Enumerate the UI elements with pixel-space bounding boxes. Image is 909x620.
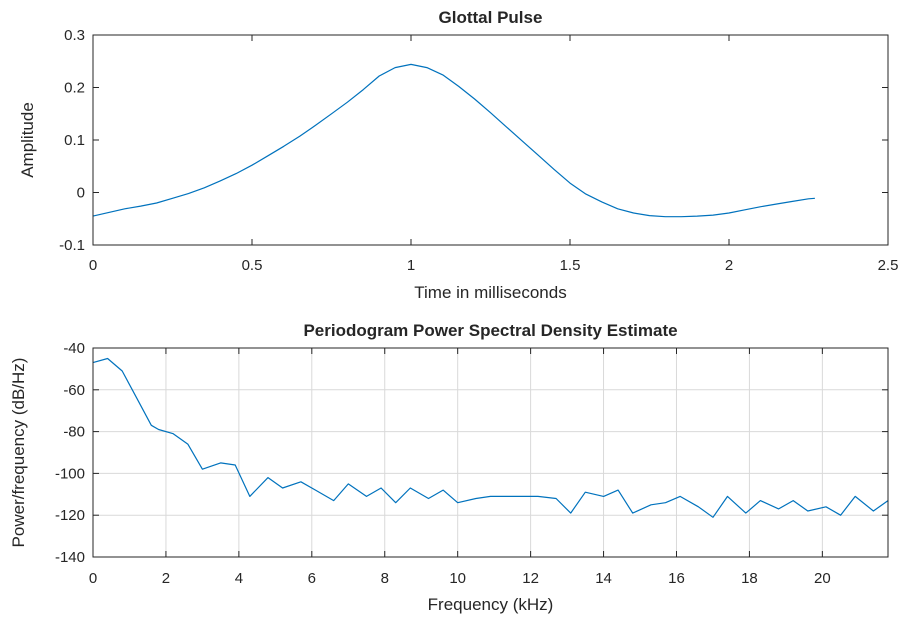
chart0-y-tick-label: 0.3 [64, 27, 85, 44]
periodogram-chart: 0 2 4 6 8 10 12 14 16 18 20 -140 -120 -100 -80 -60 -40 Pe… [9, 321, 889, 614]
chart0-series-line [92, 63, 815, 218]
chart1-x-tick-label: 4 [235, 570, 243, 587]
chart0-x-axis-label: Time in milliseconds [414, 283, 566, 302]
chart1-x-tick-label: 2 [162, 570, 170, 587]
chart1-x-tick-label: 0 [89, 570, 97, 587]
chart0-x-tick-label: 1.5 [560, 257, 581, 274]
chart1-title: Periodogram Power Spectral Density Estim… [303, 321, 677, 340]
chart1-x-axis-label: Frequency (kHz) [428, 595, 554, 614]
chart0-y-axis-label: Amplitude [18, 102, 37, 178]
chart0-plot-area [93, 35, 888, 245]
chart1-x-tick-label: 12 [522, 570, 539, 587]
chart1-y-tick-label: -100 [55, 465, 85, 482]
chart0-x-tick-label: 2 [725, 257, 733, 274]
chart1-x-tick-label: 16 [668, 570, 685, 587]
chart1-x-tick-label: 6 [308, 570, 316, 587]
chart1-x-tick-label: 18 [741, 570, 758, 587]
chart0-title: Glottal Pulse [439, 8, 543, 27]
chart1-y-tick-label: -120 [55, 507, 85, 524]
chart1-x-tick-label: 8 [381, 570, 389, 587]
chart1-x-tick-label: 10 [449, 570, 466, 587]
chart1-axes-box [92, 347, 889, 558]
chart0-x-tick-label: 2.5 [878, 257, 899, 274]
chart1-x-tick-label: 20 [814, 570, 831, 587]
chart1-series-line [92, 357, 889, 518]
chart1-x-tick-label: 14 [595, 570, 612, 587]
chart1-y-axis-label: Power/frequency (dB/Hz) [9, 358, 28, 548]
chart0-y-tick-label: 0 [77, 185, 85, 202]
chart0-y-tick-label: 0.1 [64, 132, 85, 149]
chart0-x-tick-label: 0 [89, 257, 97, 274]
chart1-plot-area [93, 348, 888, 557]
chart1-y-tick-label: -80 [63, 424, 85, 441]
chart0-y-tick-label: -0.1 [59, 237, 85, 254]
chart0-y-tick-label: 0.2 [64, 80, 85, 97]
chart1-y-tick-label: -40 [63, 340, 85, 357]
chart0-x-tick-label: 1 [407, 257, 415, 274]
chart0-x-tick-label: 0.5 [242, 257, 263, 274]
chart1-y-tick-label: -60 [63, 382, 85, 399]
chart1-y-tick-label: -140 [55, 549, 85, 566]
